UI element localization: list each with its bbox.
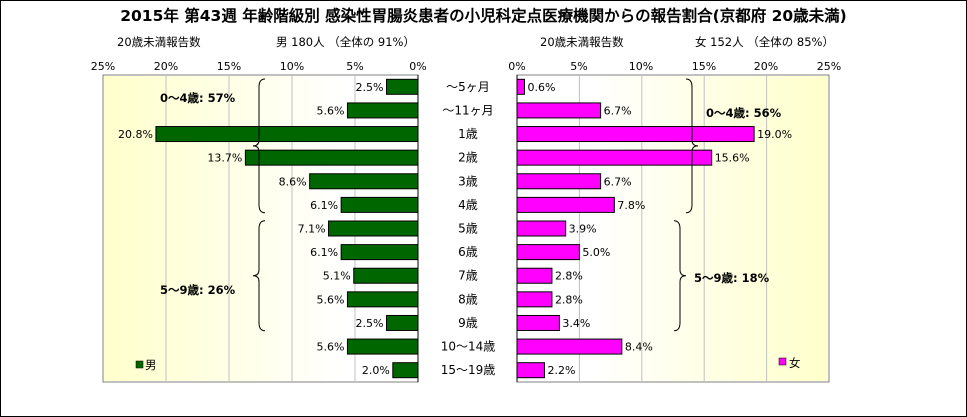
left-annotation: 0～4歳: 57% bbox=[160, 91, 236, 105]
category-label: 7歳 bbox=[458, 269, 478, 283]
male-bar bbox=[392, 362, 419, 379]
chart-title: 2015年 第43週 年齢階級別 感染性胃腸炎患者の小児科定点医療機関からの報告… bbox=[120, 7, 847, 25]
male-bar bbox=[340, 196, 419, 213]
left-brace-5-9 bbox=[252, 220, 266, 332]
female-value-label: 0.6% bbox=[527, 81, 555, 94]
left-tick-label: 15% bbox=[216, 60, 242, 73]
female-bar bbox=[516, 149, 713, 166]
male-bar bbox=[346, 338, 419, 355]
category-label: ～5ヶ月 bbox=[446, 80, 490, 94]
female-bar bbox=[516, 78, 525, 95]
left-tick-label: 5% bbox=[346, 60, 364, 73]
male-bar bbox=[328, 220, 419, 237]
male-value-label: 5.6% bbox=[316, 104, 344, 117]
male-value-label: 5.6% bbox=[316, 341, 344, 354]
male-value-label: 2.5% bbox=[356, 317, 384, 330]
female-bar bbox=[516, 362, 545, 379]
right-plot-shade bbox=[589, 76, 828, 381]
female-value-label: 2.8% bbox=[555, 293, 583, 306]
category-label: 15～19歳 bbox=[441, 363, 496, 377]
left-caption: 20歳未満報告数 bbox=[117, 35, 201, 49]
right-tick-label: 0% bbox=[508, 60, 526, 73]
left-summary: 男 180人 （全体の 91%） bbox=[276, 35, 415, 49]
female-value-label: 6.7% bbox=[604, 175, 632, 188]
left-tick-label: 0% bbox=[409, 60, 427, 73]
left-tick-label: 20% bbox=[153, 60, 179, 73]
female-bar bbox=[516, 291, 553, 308]
male-bar bbox=[340, 244, 419, 261]
left-annotation: 5～9歳: 26% bbox=[160, 283, 236, 297]
female-bar bbox=[516, 220, 567, 237]
male-value-label: 5.1% bbox=[323, 270, 351, 283]
male-bar bbox=[386, 78, 419, 95]
category-label: 4歳 bbox=[458, 198, 478, 212]
female-bar bbox=[516, 314, 560, 331]
female-bar bbox=[516, 173, 602, 190]
category-label: 10～14歳 bbox=[441, 340, 496, 354]
male-value-label: 2.0% bbox=[362, 364, 390, 377]
right-annotation: 5～9歳: 18% bbox=[694, 271, 770, 285]
male-bar bbox=[155, 126, 419, 143]
female-bar bbox=[516, 196, 615, 213]
female-legend-label: 女 bbox=[789, 356, 801, 370]
female-value-label: 15.6% bbox=[715, 152, 750, 165]
category-label: 6歳 bbox=[458, 245, 478, 259]
right-brace-0-4 bbox=[685, 78, 699, 214]
male-value-label: 8.6% bbox=[279, 175, 307, 188]
right-tick-label: 25% bbox=[816, 60, 842, 73]
right-tick-label: 10% bbox=[628, 60, 654, 73]
male-value-label: 6.1% bbox=[310, 199, 338, 212]
female-bar bbox=[516, 244, 580, 261]
female-legend-swatch bbox=[778, 357, 787, 366]
right-tick-label: 5% bbox=[570, 60, 588, 73]
right-caption: 20歳未満報告数 bbox=[540, 35, 624, 49]
right-tick-label: 15% bbox=[691, 60, 717, 73]
female-value-label: 6.7% bbox=[604, 104, 632, 117]
female-bar bbox=[516, 338, 623, 355]
male-bar bbox=[346, 102, 419, 119]
female-bar bbox=[516, 102, 602, 119]
left-tick-label: 25% bbox=[90, 60, 116, 73]
male-legend-label: 男 bbox=[145, 358, 157, 372]
female-value-label: 2.2% bbox=[547, 364, 575, 377]
female-value-label: 3.9% bbox=[569, 223, 597, 236]
male-value-label: 2.5% bbox=[356, 81, 384, 94]
male-bar bbox=[386, 314, 419, 331]
male-value-label: 13.7% bbox=[207, 152, 242, 165]
male-value-label: 7.1% bbox=[298, 223, 326, 236]
female-value-label: 8.4% bbox=[625, 341, 653, 354]
category-label: 8歳 bbox=[458, 292, 478, 306]
category-label: 9歳 bbox=[458, 316, 478, 330]
male-value-label: 20.8% bbox=[118, 128, 153, 141]
male-bar bbox=[244, 149, 419, 166]
female-value-label: 7.8% bbox=[617, 199, 645, 212]
right-annotation: 0～4歳: 56% bbox=[706, 106, 782, 120]
left-brace-0-4 bbox=[252, 78, 266, 214]
left-tick-label: 10% bbox=[279, 60, 305, 73]
category-label: 1歳 bbox=[458, 127, 478, 141]
male-bar bbox=[309, 173, 419, 190]
female-value-label: 19.0% bbox=[757, 128, 792, 141]
category-label: 2歳 bbox=[458, 151, 478, 165]
right-brace-5-9 bbox=[673, 220, 687, 332]
male-value-label: 6.1% bbox=[310, 246, 338, 259]
right-tick-label: 20% bbox=[753, 60, 779, 73]
male-bar bbox=[346, 291, 419, 308]
male-bar bbox=[353, 267, 419, 284]
female-bar bbox=[516, 267, 553, 284]
female-value-label: 5.0% bbox=[582, 246, 610, 259]
category-label: ～11ヶ月 bbox=[442, 103, 493, 117]
category-label: 3歳 bbox=[458, 174, 478, 188]
category-label: 5歳 bbox=[458, 222, 478, 236]
male-value-label: 5.6% bbox=[316, 293, 344, 306]
female-bar bbox=[516, 126, 755, 143]
female-value-label: 2.8% bbox=[555, 270, 583, 283]
female-value-label: 3.4% bbox=[562, 317, 590, 330]
male-legend-swatch bbox=[135, 360, 144, 369]
right-summary: 女 152人 （全体の 85%） bbox=[695, 35, 834, 49]
